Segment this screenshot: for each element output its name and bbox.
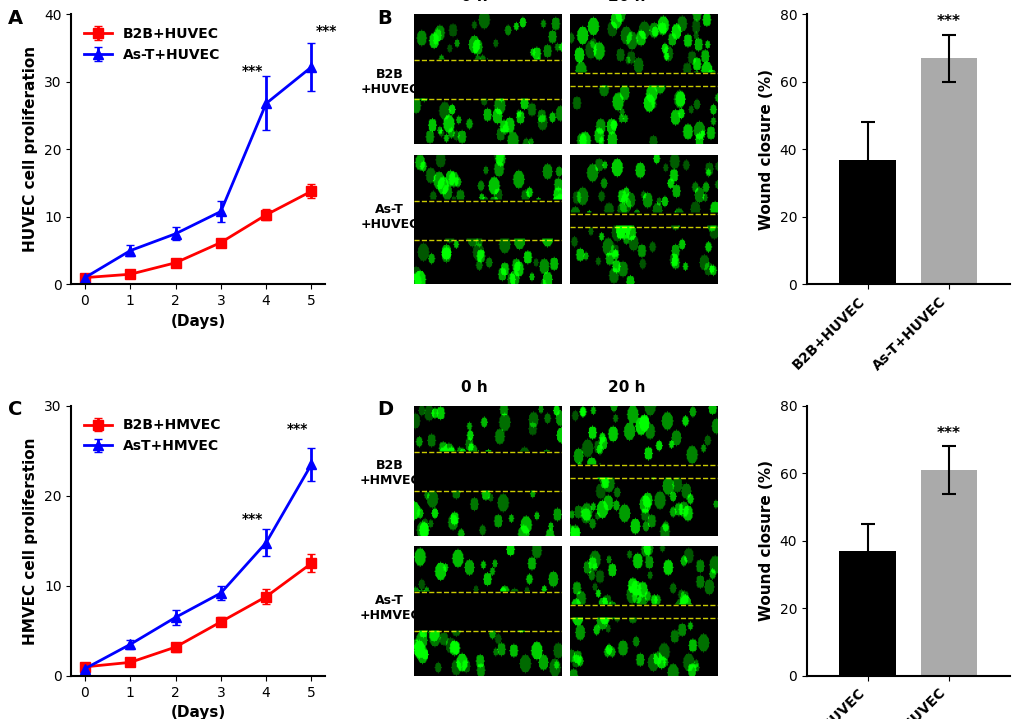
Legend: B2B+HMVEC, AsT+HMVEC: B2B+HMVEC, AsT+HMVEC	[78, 413, 226, 459]
Text: 20 h: 20 h	[607, 380, 645, 395]
Text: ***: ***	[936, 426, 960, 441]
Text: ***: ***	[242, 512, 263, 526]
Y-axis label: Wound closure (%): Wound closure (%)	[758, 460, 773, 621]
Bar	[919, 58, 976, 285]
Y-axis label: HUVEC cell proliferation: HUVEC cell proliferation	[23, 46, 39, 252]
Bar	[919, 470, 976, 676]
Text: C: C	[8, 400, 22, 419]
Bar	[839, 551, 896, 676]
Text: 20 h: 20 h	[607, 0, 645, 4]
X-axis label: (Days): (Days)	[170, 705, 225, 719]
Text: ***: ***	[242, 64, 263, 78]
Text: ***: ***	[316, 24, 337, 37]
Text: A: A	[8, 9, 23, 28]
X-axis label: (Days): (Days)	[170, 313, 225, 329]
Bar	[839, 160, 896, 285]
Text: As-T
+HMVEC: As-T +HMVEC	[359, 595, 420, 623]
Text: D: D	[377, 400, 393, 419]
Text: 0 h: 0 h	[461, 380, 487, 395]
Text: As-T
+HUVEC: As-T +HUVEC	[360, 203, 418, 231]
Y-axis label: Wound closure (%): Wound closure (%)	[758, 69, 773, 230]
Text: B: B	[377, 9, 391, 28]
Legend: B2B+HUVEC, As-T+HUVEC: B2B+HUVEC, As-T+HUVEC	[78, 22, 225, 68]
Text: 0 h: 0 h	[461, 0, 487, 4]
Text: B2B
+HMVEC: B2B +HMVEC	[359, 459, 420, 487]
Text: B2B
+HUVEC: B2B +HUVEC	[360, 68, 418, 96]
Y-axis label: HMVEC cell proliferstion: HMVEC cell proliferstion	[23, 437, 39, 645]
Text: ***: ***	[287, 422, 308, 436]
Text: ***: ***	[936, 14, 960, 29]
